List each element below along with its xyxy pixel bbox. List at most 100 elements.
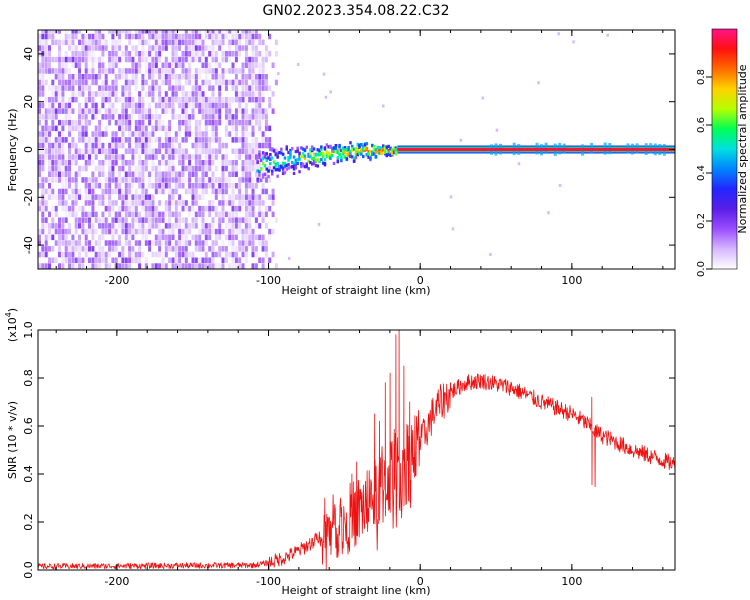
- spectrogram-cell: [118, 119, 122, 126]
- spectrogram-cell: [128, 246, 132, 252]
- spectrogram-cell: [234, 154, 238, 160]
- spectrogram-cell: [148, 45, 152, 51]
- spectrogram-cell: [131, 228, 135, 235]
- spectrogram-cell: [151, 148, 155, 154]
- spectrogram-cell: [158, 119, 162, 126]
- spectrogram-cell: [231, 160, 235, 166]
- spectrogram-cell: [91, 194, 95, 200]
- spectrogram-cell: [191, 251, 195, 258]
- spectrogram-cell: [124, 257, 128, 263]
- spectrogram-cell: [98, 263, 102, 269]
- spectrogram-cell: [158, 125, 162, 132]
- spectrogram-cell: [349, 141, 352, 145]
- spectrogram-cell: [181, 137, 185, 143]
- spectrogram-cell: [128, 79, 132, 86]
- spectrogram-cell: [309, 148, 312, 152]
- spectrogram-cell: [231, 251, 235, 258]
- spectrogram-cell: [88, 154, 91, 160]
- spectrogram-cell: [151, 200, 155, 206]
- spectrogram-cell: [321, 161, 325, 165]
- spectrogram-cell: [214, 33, 218, 40]
- spectrogram-cell: [204, 102, 208, 109]
- spectrogram-cell: [224, 51, 228, 57]
- spectrogram-cell: [201, 240, 205, 246]
- spectrogram-cell: [271, 194, 275, 200]
- spectrogram-cell: [211, 183, 215, 189]
- spectrogram-cell: [181, 96, 185, 103]
- spectrogram-cell: [144, 257, 148, 263]
- spectrogram-cell: [321, 151, 325, 155]
- spectrogram-cell: [164, 91, 168, 97]
- spectrogram-cell: [218, 137, 222, 143]
- spectrogram-cell: [291, 160, 294, 165]
- spectrogram-cell: [198, 108, 202, 114]
- spectrogram-cell: [91, 68, 95, 74]
- spectrogram-cell: [48, 131, 51, 137]
- spectrogram-cell: [108, 119, 112, 126]
- spectrogram-cell: [168, 188, 172, 195]
- spectrogram-cell: [204, 148, 208, 154]
- spectrogram-cell: [88, 51, 91, 57]
- spectrogram-cell: [151, 154, 155, 160]
- spectrogram-cell: [238, 102, 242, 109]
- spectrogram-cell: [238, 148, 242, 154]
- spectrogram-cell: [141, 85, 145, 91]
- spectrogram-cell: [184, 56, 188, 63]
- spectrogram-cell: [211, 171, 215, 177]
- spectrogram-cell: [71, 85, 75, 91]
- spectrogram-cell: [194, 160, 198, 166]
- spectrogram-cell: [128, 96, 132, 103]
- spectrogram-cell: [214, 68, 218, 74]
- spectrogram-cell: [224, 223, 228, 229]
- spectrogram-cell: [118, 217, 122, 223]
- spectrogram-cell: [254, 142, 258, 149]
- spectrogram-cell: [104, 228, 108, 235]
- spectrogram-cell: [154, 183, 158, 189]
- spectrogram-cell: [374, 151, 378, 155]
- spectrogram-cell: [111, 142, 115, 149]
- spectrogram-cell: [260, 167, 263, 171]
- spectrogram-cell: [141, 33, 145, 40]
- spectrogram-cell: [174, 183, 178, 189]
- spectrogram-cell: [181, 91, 185, 97]
- spectrogram-cell: [318, 159, 321, 164]
- spectrogram-cell: [141, 74, 145, 80]
- spectrogram-cell: [51, 119, 55, 126]
- spectrogram-cell: [41, 228, 45, 235]
- spectrogram-cell: [91, 51, 95, 57]
- spectrogram-cell: [251, 39, 255, 46]
- spectrogram-cell: [158, 165, 162, 172]
- spectrogram-cell: [218, 183, 222, 189]
- spectrogram-cell: [168, 154, 172, 160]
- spectrogram-cell: [41, 211, 45, 218]
- spectrogram-cell: [274, 51, 278, 57]
- spectrogram-cell: [201, 171, 205, 177]
- spectrogram-cell: [74, 33, 78, 40]
- spectrogram-cell: [54, 91, 58, 97]
- spectrogram-cell: [118, 183, 122, 189]
- spectrogram-cell: [204, 142, 208, 149]
- spectrogram-cell: [178, 211, 182, 218]
- spectrogram-cell: [41, 188, 45, 195]
- spectrogram-carrier: [397, 142, 675, 157]
- spectrogram-cell: [111, 56, 115, 63]
- spectrogram-cell: [194, 263, 198, 269]
- spectrogram-cell: [264, 205, 268, 212]
- spectrogram-cell: [84, 228, 88, 235]
- spectrogram-cell: [138, 131, 142, 137]
- spectrogram-cell: [84, 148, 88, 154]
- spectrogram-cell: [41, 246, 45, 252]
- spectrogram-cell: [178, 223, 182, 229]
- spectrogram-cell: [108, 148, 112, 154]
- carrier-core-top: [397, 147, 675, 152]
- spectrogram-cell: [198, 96, 202, 103]
- spectrogram-cell: [214, 30, 218, 34]
- spectrogram-cell: [101, 51, 105, 57]
- spectrogram-cell: [91, 96, 95, 103]
- spectrogram-cell: [292, 167, 296, 171]
- spectrogram-cell: [254, 183, 258, 189]
- spectrogram-cell: [184, 125, 188, 132]
- spectrogram-cell: [265, 167, 268, 171]
- spectrogram-cell: [244, 131, 248, 137]
- spectrogram-cell: [44, 205, 48, 212]
